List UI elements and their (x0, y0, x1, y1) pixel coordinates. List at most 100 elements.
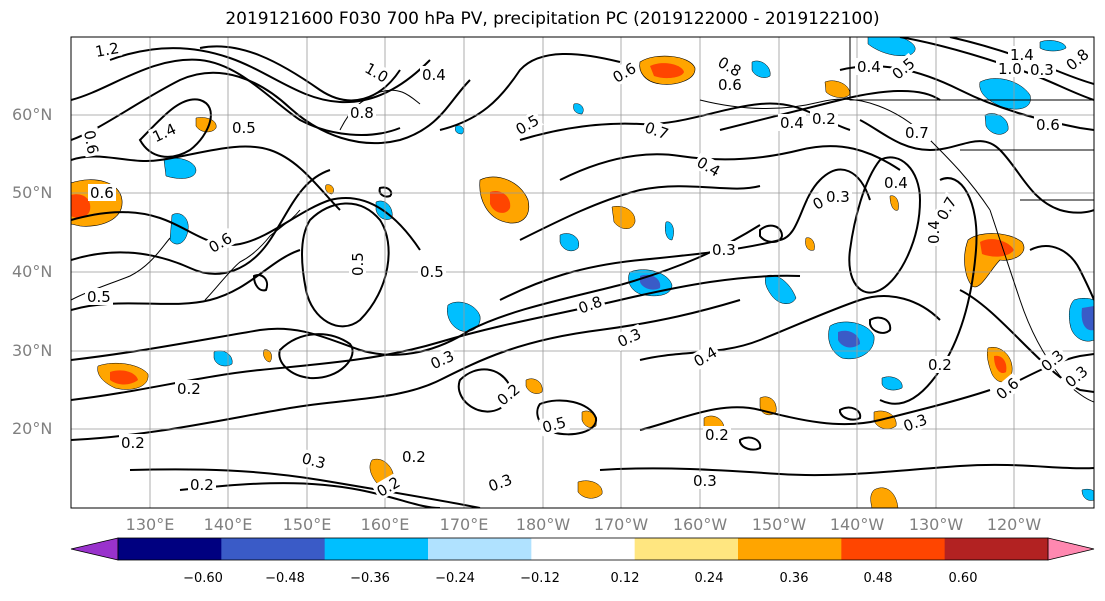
lon-label-120w: 120°W (986, 515, 1042, 534)
contour-label: 0.2 (402, 448, 426, 466)
contour-label-bg (882, 174, 910, 191)
contour-label: 0.3 (300, 449, 328, 473)
pv-contour (879, 177, 978, 405)
contour-label-bg (824, 188, 852, 205)
contour-label: 0.2 (705, 426, 729, 444)
precip-blob (325, 184, 334, 195)
lat-label-20n: 20°N (12, 419, 53, 438)
pv-contour (378, 186, 393, 198)
contour-label-bg (1028, 61, 1056, 78)
pv-contour (71, 169, 331, 275)
precip-blob (980, 239, 1014, 257)
precip-blob (979, 78, 1031, 110)
precip-blob (751, 60, 771, 78)
colorbar-frame (117, 537, 1049, 561)
pv-contour (252, 274, 268, 292)
contour-label: 1.0 (998, 60, 1022, 78)
lon-label-140w: 140°W (829, 515, 885, 534)
contour-label-bg (538, 412, 570, 437)
precip-blob (455, 125, 464, 135)
contour-label-bg (175, 380, 203, 397)
contour-label-bg (85, 288, 113, 305)
contour-label-bg (188, 476, 216, 493)
pv-contour (199, 45, 401, 102)
colorbar-bin (221, 538, 326, 560)
pv-contour (71, 145, 341, 211)
contour-label: 0.4 (422, 66, 446, 84)
lat-label-60n: 60°N (12, 105, 53, 124)
contour-label: 0.3 (826, 188, 850, 206)
contour-label-bg (360, 58, 394, 87)
contour-label-bg (119, 434, 147, 451)
coast-japan (204, 209, 301, 301)
contour-label: 0.5 (889, 54, 919, 83)
contour-label: 0.4 (925, 220, 943, 244)
pv-contour (536, 399, 598, 436)
map-frame (70, 36, 1095, 509)
precip-blob (765, 274, 797, 304)
map-field: 1.2 1.0 0.8 1.4 0.6 0.5 0.4 0.6 0.5 0.8 0.6 0.4 0.7 0… (71, 37, 1094, 508)
contour-label: 1.2 (94, 39, 121, 61)
precip-blob (889, 195, 899, 211)
colorbar-tick: −0.60 (183, 571, 223, 586)
pv-contour (639, 389, 991, 431)
contour-label: 0.7 (905, 124, 929, 142)
contour-label: 0.2 (494, 380, 524, 409)
contour-label-bg (855, 58, 883, 75)
precip-blob (71, 194, 91, 218)
lon-label-180w: 180°W (515, 515, 571, 534)
contour-label-bg (91, 38, 123, 61)
pv-contour (739, 436, 762, 451)
precip-blob (1081, 488, 1094, 501)
colorbar-tick: −0.48 (265, 571, 305, 586)
contour-label-bg (418, 263, 446, 280)
pv-contour (71, 274, 801, 401)
contour-label: 0.8 (1063, 45, 1093, 74)
contour-label: 0.3 (693, 472, 717, 490)
contour-label-bg (932, 191, 961, 225)
pv-contour (129, 468, 481, 508)
colorbar-tick: 0.24 (694, 571, 724, 586)
precip-blob (611, 206, 636, 229)
contour-label: 0.6 (1036, 116, 1060, 134)
contour-label: 0.2 (928, 356, 952, 374)
lon-label-160e: 160°E (360, 515, 410, 534)
contour-label-bg (692, 152, 726, 181)
graticule (71, 37, 1094, 508)
lon-label-130e: 130°E (125, 515, 175, 534)
colorbar-extend-high (1047, 537, 1095, 561)
contour-label-bg (1034, 116, 1062, 133)
precip-blob (994, 355, 1007, 374)
pv-contour (278, 333, 354, 380)
contour-label-bg (991, 372, 1024, 404)
contour-label-bg (607, 58, 641, 87)
contour-label-bg (640, 117, 673, 144)
contour-label: 0.5 (232, 119, 256, 137)
contour-label-bg (1008, 46, 1036, 63)
contour-label-bg (716, 76, 744, 93)
precip-blob (873, 410, 897, 430)
pv-contour (439, 52, 621, 131)
colorbar-bin (944, 538, 1049, 560)
border-line (849, 37, 1094, 101)
precip-blob (1081, 306, 1094, 331)
lat-label-40n: 40°N (12, 262, 53, 281)
precip-blob (867, 37, 916, 56)
contour-label: 0.5 (540, 413, 568, 437)
precip-blob (577, 480, 603, 499)
colorbar-bin (634, 538, 739, 560)
colorbar-bin (531, 538, 636, 560)
contour-label-bg (710, 241, 738, 258)
contour-label: 0.2 (190, 476, 214, 494)
pv-contour (71, 58, 401, 136)
precip-blob (984, 113, 1009, 135)
contour-label: 0.6 (80, 129, 102, 156)
lon-label-130w: 130°W (908, 515, 964, 534)
contour-label-bg (88, 184, 116, 201)
contour-label-bg (349, 250, 366, 278)
precip-blob (213, 350, 233, 367)
lon-label-150e: 150°E (282, 515, 332, 534)
pv-contour (839, 406, 862, 421)
contour-label-bg (1036, 344, 1069, 376)
